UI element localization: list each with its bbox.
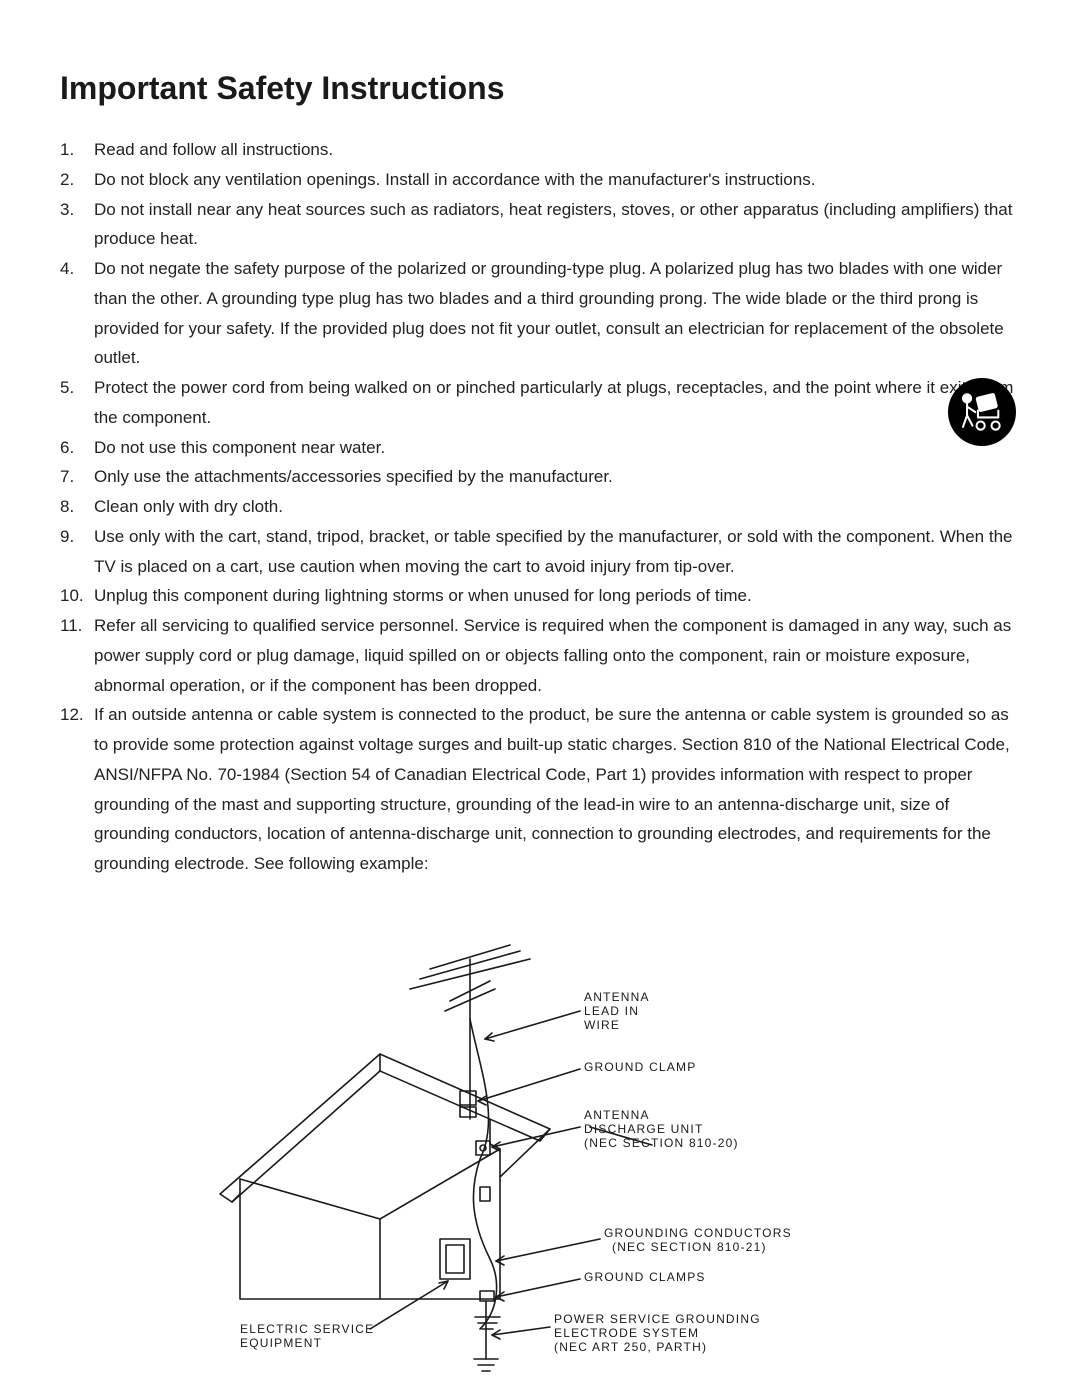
list-item-text: Do not block any ventilation openings. I…	[94, 165, 1020, 195]
list-item: 10.Unplug this component during lightnin…	[60, 581, 1020, 611]
list-item-text: Clean only with dry cloth.	[94, 492, 1020, 522]
list-item-text: Use only with the cart, stand, tripod, b…	[94, 522, 1020, 582]
list-item-number: 11.	[60, 611, 94, 700]
list-item: 1.Read and follow all instructions.	[60, 135, 1020, 165]
list-item-text: Unplug this component during lightning s…	[94, 581, 1020, 611]
diagram-label: WIRE	[584, 1018, 620, 1032]
list-item-number: 1.	[60, 135, 94, 165]
list-item: 4.Do not negate the safety purpose of th…	[60, 254, 1020, 373]
list-item-number: 8.	[60, 492, 94, 522]
diagram-label: GROUND CLAMPS	[584, 1270, 706, 1284]
list-item: 9.Use only with the cart, stand, tripod,…	[60, 522, 1020, 582]
list-item-number: 2.	[60, 165, 94, 195]
instruction-list: 1.Read and follow all instructions. 2.Do…	[60, 135, 1020, 879]
list-item-number: 3.	[60, 195, 94, 255]
diagram-label: GROUND CLAMP	[584, 1060, 696, 1074]
list-item: 6.Do not use this component near water.	[60, 433, 1020, 463]
page-title: Important Safety Instructions	[60, 70, 1020, 107]
diagram-label: (NEC ART 250, PARTH)	[554, 1340, 707, 1354]
diagram-label: ANTENNA	[584, 1108, 650, 1122]
list-item: 12.If an outside antenna or cable system…	[60, 700, 1020, 879]
diagram-label: ANTENNA	[584, 990, 650, 1004]
list-item-text: If an outside antenna or cable system is…	[94, 700, 1020, 879]
diagram-label: ELECTRODE SYSTEM	[554, 1326, 699, 1340]
list-item-text: Refer all servicing to qualified service…	[94, 611, 1020, 700]
list-item-number: 10.	[60, 581, 94, 611]
list-item-number: 12.	[60, 700, 94, 879]
list-item: 2.Do not block any ventilation openings.…	[60, 165, 1020, 195]
list-item-text: Read and follow all instructions.	[94, 135, 1020, 165]
diagram-label: DISCHARGE UNIT	[584, 1122, 703, 1136]
diagram-label: (NEC SECTION 810-20)	[584, 1136, 739, 1150]
list-item: 5.Protect the power cord from being walk…	[60, 373, 1020, 433]
cart-tipover-icon	[948, 378, 1016, 446]
list-item-text: Do not negate the safety purpose of the …	[94, 254, 1020, 373]
list-item: 7.Only use the attachments/accessories s…	[60, 462, 1020, 492]
list-item-number: 7.	[60, 462, 94, 492]
page: Important Safety Instructions 1.Read and…	[0, 0, 1080, 1395]
list-item-text: Do not use this component near water.	[94, 433, 1020, 463]
list-item-text: Protect the power cord from being walked…	[94, 373, 1020, 433]
diagram-label: EQUIPMENT	[240, 1336, 322, 1350]
diagram-label: LEAD IN	[584, 1004, 639, 1018]
list-item-number: 9.	[60, 522, 94, 582]
list-item-text: Only use the attachments/accessories spe…	[94, 462, 1020, 492]
diagram-label: ELECTRIC SERVICE	[240, 1322, 374, 1336]
diagram-label: POWER SERVICE GROUNDING	[554, 1312, 761, 1326]
list-item-number: 6.	[60, 433, 94, 463]
list-item: 3.Do not install near any heat sources s…	[60, 195, 1020, 255]
grounding-diagram: ANTENNA LEAD IN WIRE GROUND CLAMP ANTENN…	[60, 919, 1020, 1379]
diagram-label: (NEC SECTION 810-21)	[612, 1240, 767, 1254]
list-item-text: Do not install near any heat sources suc…	[94, 195, 1020, 255]
list-item: 11.Refer all servicing to qualified serv…	[60, 611, 1020, 700]
diagram-label: GROUNDING CONDUCTORS	[604, 1226, 792, 1240]
list-item: 8.Clean only with dry cloth.	[60, 492, 1020, 522]
list-item-number: 5.	[60, 373, 94, 433]
list-item-number: 4.	[60, 254, 94, 373]
